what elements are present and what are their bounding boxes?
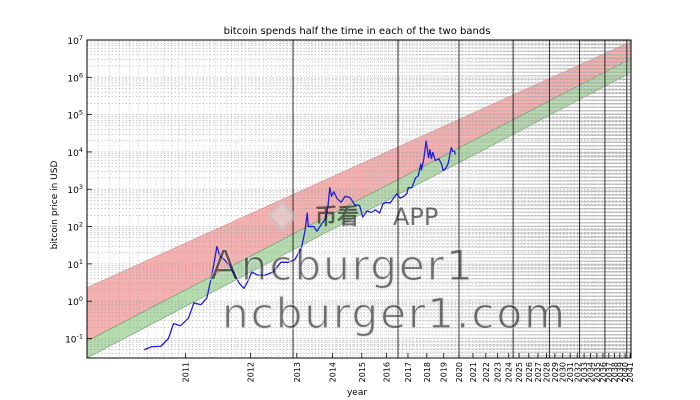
- y-tick-label: 103: [67, 183, 83, 196]
- x-tick-label: 2019: [440, 362, 449, 382]
- x-tick-label: 2030: [559, 362, 568, 382]
- x-tick-label: 2024: [505, 362, 514, 382]
- y-tick-label: 104: [67, 146, 83, 159]
- y-tick-label: 102: [67, 221, 83, 234]
- x-tick-label: 2029: [551, 362, 560, 382]
- x-tick-label: 2028: [543, 362, 552, 382]
- x-tick-label: 2041: [626, 362, 635, 382]
- x-tick-label: 2027: [534, 362, 543, 382]
- watermark-line1: Ancburger1: [210, 241, 475, 290]
- x-tick-label: 2020: [455, 362, 464, 382]
- vertical-lines-layer: [292, 40, 628, 358]
- x-tick-label: 2022: [482, 362, 491, 382]
- x-tick-label: 2023: [494, 362, 503, 382]
- x-tick-label: 2025: [515, 362, 524, 382]
- y-tick-label: 106: [67, 71, 83, 84]
- y-tick-label: 101: [67, 258, 83, 271]
- x-tick-label: 2016: [383, 362, 392, 382]
- x-tick-label: 2014: [329, 362, 338, 382]
- x-tick-label: 2012: [247, 362, 256, 382]
- plot-frame: [86, 39, 632, 359]
- x-tick-label: 2015: [358, 362, 367, 382]
- x-tick-label: 2026: [525, 362, 534, 382]
- x-tick-label: 2034: [587, 362, 596, 382]
- x-tick-label: 2013: [293, 362, 302, 382]
- x-tick-label: 2031: [566, 362, 575, 382]
- x-tick-label: 2036: [599, 362, 608, 382]
- x-tick-label: 2011: [181, 362, 190, 382]
- watermark-line2: ncburger1.com: [222, 289, 567, 338]
- price-series-line: [143, 140, 456, 351]
- x-axis-ticks: 2011 2012 2013 2014 2015 2016 2017 2018 2019 2020…: [181, 353, 635, 382]
- y-axis-label: bitcoin price in USD: [50, 161, 60, 250]
- chart-title: bitcoin spends half the time in each of …: [224, 26, 491, 37]
- upper-band: [87, 41, 631, 342]
- x-tick-label: 2037: [605, 362, 614, 382]
- y-tick-label: 105: [67, 109, 83, 122]
- x-axis-label: year: [347, 388, 367, 398]
- x-tick-label: 2039: [616, 362, 625, 382]
- watermark-brand-cn: 币看: [315, 205, 359, 230]
- x-tick-label: 2038: [610, 362, 619, 382]
- watermark-brand-text: APP: [393, 203, 438, 231]
- x-tick-label: 2040: [621, 362, 630, 382]
- y-tick-label: 100: [67, 295, 83, 308]
- x-tick-label: 2035: [593, 362, 602, 382]
- grid-layer: [87, 40, 631, 358]
- x-tick-label: 2018: [423, 362, 432, 382]
- x-tick-label: 2033: [580, 362, 589, 382]
- x-tick-label: 2021: [469, 362, 478, 382]
- y-axis-ticks: 10-1 100 101 102 103 104 105 106 107: [65, 34, 92, 345]
- series-layer: [143, 140, 456, 351]
- x-tick-label: 2017: [404, 362, 413, 382]
- y-tick-label: 107: [67, 34, 83, 47]
- y-tick-label: 10-1: [65, 332, 83, 345]
- watermark: 币看 APP Ancburger1 ncburger1.com: [209, 200, 567, 339]
- x-tick-label: 2032: [573, 362, 582, 382]
